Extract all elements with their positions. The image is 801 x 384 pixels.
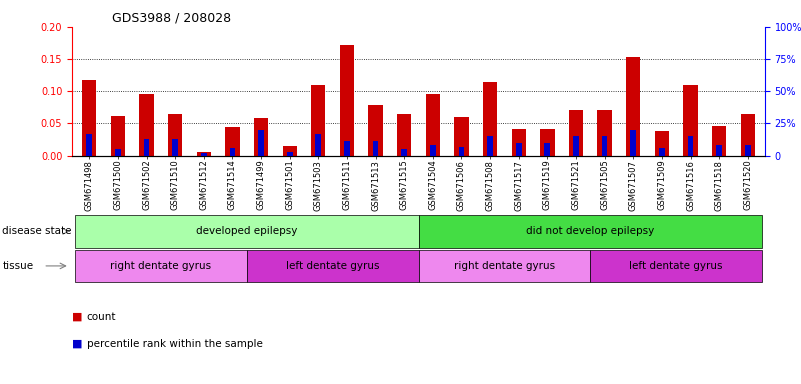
Bar xyxy=(340,45,354,156)
Text: right dentate gyrus: right dentate gyrus xyxy=(454,261,555,271)
Text: tissue: tissue xyxy=(2,261,34,271)
Bar xyxy=(454,117,469,156)
Bar xyxy=(196,152,211,156)
Text: ■: ■ xyxy=(72,312,83,322)
Bar xyxy=(397,114,412,156)
Bar xyxy=(630,130,636,156)
Bar xyxy=(283,146,297,156)
Text: left dentate gyrus: left dentate gyrus xyxy=(286,261,380,271)
Bar xyxy=(687,136,694,156)
Bar xyxy=(115,149,121,156)
Bar xyxy=(598,111,612,156)
Bar xyxy=(516,143,521,156)
Bar xyxy=(87,134,92,156)
Bar xyxy=(316,134,321,156)
Bar xyxy=(254,118,268,156)
Bar xyxy=(344,141,350,156)
Bar xyxy=(574,136,579,156)
Text: percentile rank within the sample: percentile rank within the sample xyxy=(87,339,263,349)
Bar xyxy=(654,131,669,156)
Bar xyxy=(368,105,383,156)
Bar xyxy=(483,81,497,156)
Text: left dentate gyrus: left dentate gyrus xyxy=(630,261,723,271)
Bar xyxy=(143,139,150,156)
Bar xyxy=(172,139,178,156)
Bar xyxy=(111,116,125,156)
Bar xyxy=(311,85,325,156)
Bar xyxy=(487,136,493,156)
Bar xyxy=(683,85,698,156)
Bar xyxy=(741,114,755,156)
Text: did not develop epilepsy: did not develop epilepsy xyxy=(526,226,654,237)
Bar xyxy=(540,129,554,156)
Text: developed epilepsy: developed epilepsy xyxy=(196,226,297,237)
Bar xyxy=(712,126,727,156)
Text: right dentate gyrus: right dentate gyrus xyxy=(111,261,211,271)
Bar xyxy=(512,129,526,156)
Bar xyxy=(626,57,641,156)
Bar xyxy=(659,148,665,156)
Bar xyxy=(716,145,722,156)
Text: GDS3988 / 208028: GDS3988 / 208028 xyxy=(112,12,231,25)
Bar xyxy=(230,148,235,156)
Bar xyxy=(287,152,292,156)
Bar xyxy=(258,130,264,156)
Bar xyxy=(83,79,96,156)
Bar xyxy=(602,136,607,156)
Text: count: count xyxy=(87,312,116,322)
Bar xyxy=(225,127,239,156)
Bar xyxy=(459,147,465,156)
Bar xyxy=(139,94,154,156)
Bar xyxy=(745,145,751,156)
Bar xyxy=(372,141,378,156)
Text: disease state: disease state xyxy=(2,226,72,237)
Bar xyxy=(401,149,407,156)
Bar xyxy=(430,145,436,156)
Bar xyxy=(201,153,207,156)
Bar xyxy=(168,114,183,156)
Text: ■: ■ xyxy=(72,339,83,349)
Bar xyxy=(545,143,550,156)
Bar xyxy=(425,94,440,156)
Bar xyxy=(569,111,583,156)
